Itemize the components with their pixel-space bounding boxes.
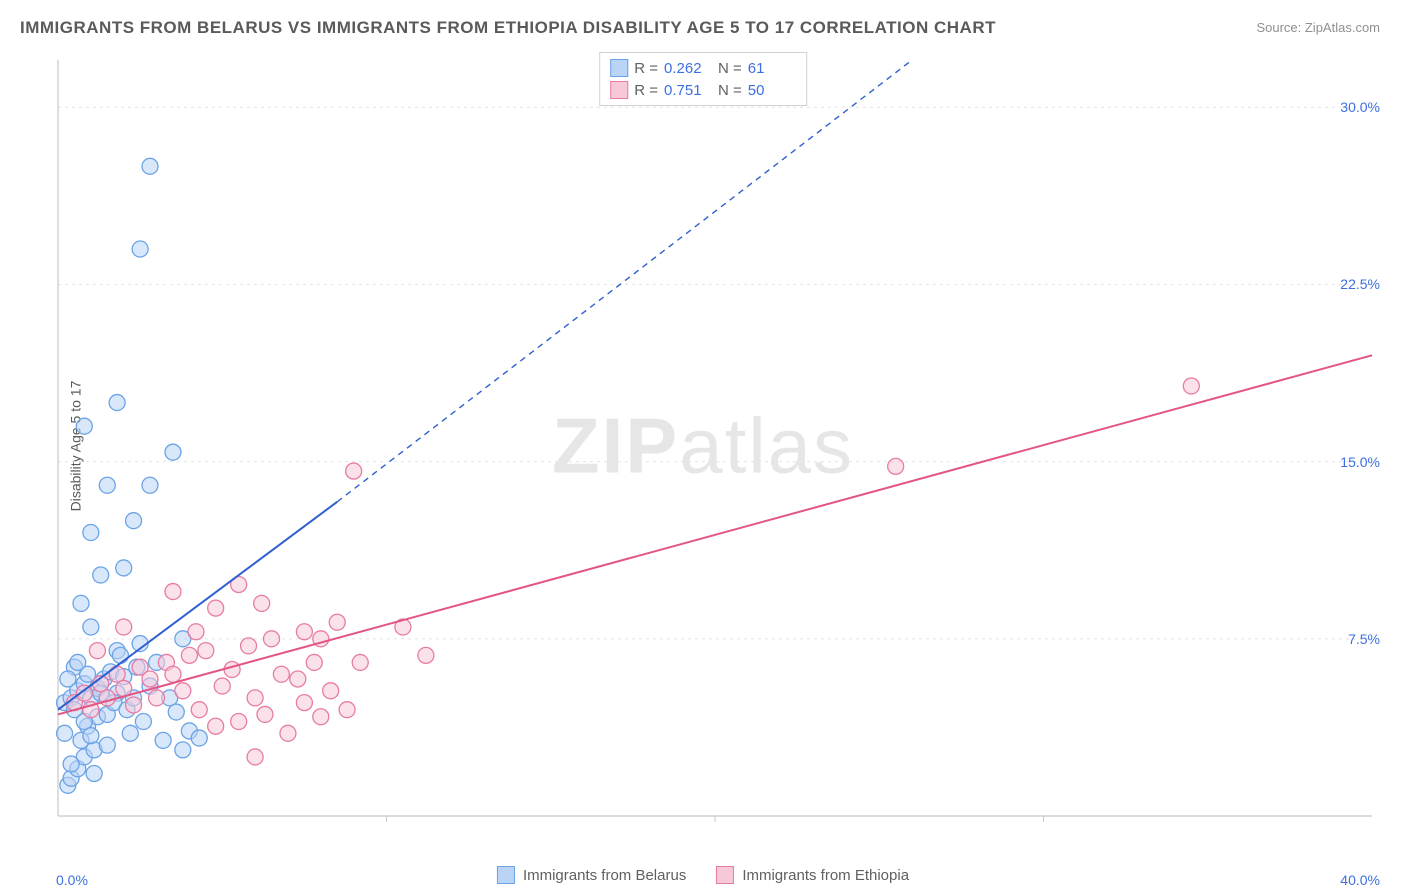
- n-value-belarus: 61: [748, 60, 796, 77]
- legend-stats-row-ethiopia: R = 0.751 N = 50: [610, 79, 796, 101]
- legend-swatch-belarus: [497, 866, 515, 884]
- r-label: R =: [634, 82, 658, 99]
- y-axis-tick: 30.0%: [1340, 99, 1380, 115]
- legend-label-belarus: Immigrants from Belarus: [523, 867, 686, 884]
- scatter-chart: [52, 48, 1382, 848]
- r-value-ethiopia: 0.751: [664, 82, 712, 99]
- legend-item-belarus: Immigrants from Belarus: [497, 866, 686, 884]
- legend-series: Immigrants from Belarus Immigrants from …: [497, 866, 909, 884]
- legend-swatch-ethiopia: [716, 866, 734, 884]
- legend-stats-row-belarus: R = 0.262 N = 61: [610, 57, 796, 79]
- legend-label-ethiopia: Immigrants from Ethiopia: [742, 867, 909, 884]
- source-attribution: Source: ZipAtlas.com: [1256, 20, 1380, 35]
- x-axis-tick-max: 40.0%: [1340, 872, 1380, 888]
- legend-swatch-belarus: [610, 59, 628, 77]
- legend-item-ethiopia: Immigrants from Ethiopia: [716, 866, 909, 884]
- r-value-belarus: 0.262: [664, 60, 712, 77]
- n-label: N =: [718, 82, 742, 99]
- y-axis-tick: 7.5%: [1348, 631, 1380, 647]
- chart-title: IMMIGRANTS FROM BELARUS VS IMMIGRANTS FR…: [20, 18, 996, 38]
- r-label: R =: [634, 60, 658, 77]
- y-axis-tick: 15.0%: [1340, 454, 1380, 470]
- n-value-ethiopia: 50: [748, 82, 796, 99]
- legend-stats: R = 0.262 N = 61 R = 0.751 N = 50: [599, 52, 807, 106]
- n-label: N =: [718, 60, 742, 77]
- legend-swatch-ethiopia: [610, 81, 628, 99]
- y-axis-tick: 22.5%: [1340, 276, 1380, 292]
- x-axis-tick-0: 0.0%: [56, 872, 88, 888]
